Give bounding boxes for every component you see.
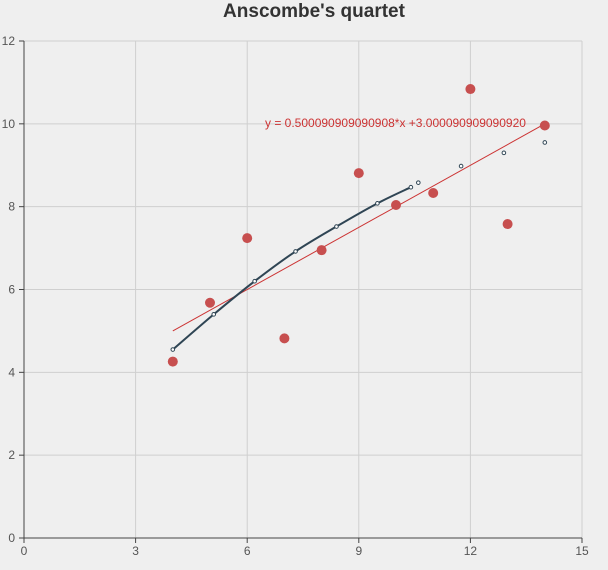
scatter-point[interactable] (353, 168, 364, 179)
label-layer: y = 0.500090909090908*x +3.0000909090909… (265, 116, 526, 130)
curve-point-marker (408, 184, 414, 190)
x-tick-label: 3 (132, 544, 139, 558)
extra-point-marker (542, 140, 548, 145)
series-layer (167, 84, 550, 367)
regression-formula-label: y = 0.500090909090908*x +3.0000909090909… (265, 116, 526, 130)
axis-layer: 0 3 6 9 12 15 0 2 4 6 8 10 12 (2, 34, 589, 558)
scatter-point[interactable] (391, 200, 401, 211)
y-tick-label: 10 (2, 117, 16, 131)
x-tick-label: 9 (355, 544, 362, 558)
y-tick-label: 8 (8, 200, 15, 214)
y-tick-label: 0 (8, 531, 15, 545)
scatter-point[interactable] (465, 84, 476, 95)
curve-point-marker (375, 201, 380, 206)
x-tick-label: 6 (244, 544, 251, 558)
x-tick-label: 0 (21, 544, 28, 558)
scatter-point[interactable] (279, 333, 290, 344)
extra-point-marker (501, 150, 507, 156)
curve-point-marker (293, 249, 298, 254)
curve-point-marker (334, 224, 339, 229)
scatter-point[interactable] (167, 356, 178, 367)
scatter-point[interactable] (205, 297, 215, 308)
grid-layer (24, 40, 583, 538)
y-tick-label: 12 (2, 34, 16, 48)
y-tick-label: 4 (8, 365, 15, 379)
x-tick-label: 15 (575, 544, 589, 558)
curve-point-marker (252, 278, 257, 284)
extra-point-marker (458, 163, 464, 169)
fit-curve (172, 186, 412, 351)
extra-point-marker (416, 180, 421, 185)
curve-point-marker (211, 312, 217, 317)
y-tick-label: 2 (8, 448, 15, 462)
x-tick-label: 12 (464, 544, 478, 558)
scatter-point[interactable] (242, 233, 253, 244)
scatter-point[interactable] (502, 219, 513, 230)
curve-point-marker (170, 347, 176, 352)
scatter-point[interactable] (428, 187, 439, 198)
scatter-point[interactable] (539, 120, 550, 131)
chart-title: Anscombe's quartet (223, 1, 405, 22)
y-tick-label: 6 (8, 283, 15, 297)
scatter-point[interactable] (316, 245, 327, 256)
